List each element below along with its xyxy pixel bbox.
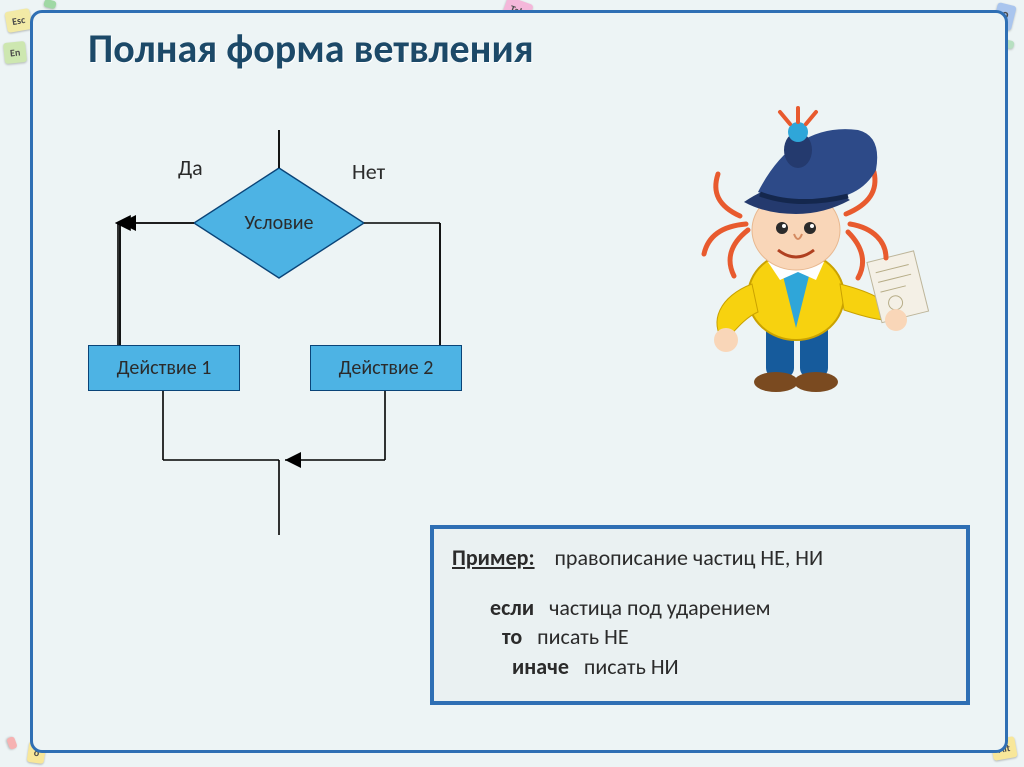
example-head-text: правописание частиц НЕ, НИ [554,544,823,571]
decision-node: Условие [194,168,364,278]
example-heading: Пример: правописание частиц НЕ, НИ [452,543,954,573]
action1-node: Действие 1 [88,345,240,391]
cartoon-character [648,96,938,396]
example-line2-rest: писать НЕ [537,623,628,650]
flowchart-clean [60,90,540,550]
key-esc: Esc [4,8,32,33]
flowchart: Да Нет Условие Действие 1 Действие 2 [60,90,540,550]
key-top2 [43,0,57,9]
example-head-label: Пример: [452,544,535,571]
example-line-3: иначе писать НИ [452,652,954,682]
key-bl [6,736,18,750]
example-line-2: то писать НЕ [452,622,954,652]
kw-if: если [490,594,534,621]
key-en: En [3,41,27,64]
kw-then: то [502,623,522,650]
kw-else: иначе [512,653,569,680]
example-line1-rest: частица под ударением [549,594,770,621]
decision-label: Условие [194,168,364,278]
slide-root: Esc En Tab 9 o Alt Полная форма ветвлени… [0,0,1024,767]
example-line3-rest: писать НИ [584,653,679,680]
example-line-1: если частица под ударением [452,593,954,623]
example-box: Пример: правописание частиц НЕ, НИ если … [430,525,970,705]
page-title: Полная форма ветвления [88,24,534,73]
action2-node: Действие 2 [310,345,462,391]
action2-label: Действие 2 [339,356,434,380]
action1-label: Действие 1 [117,356,212,380]
